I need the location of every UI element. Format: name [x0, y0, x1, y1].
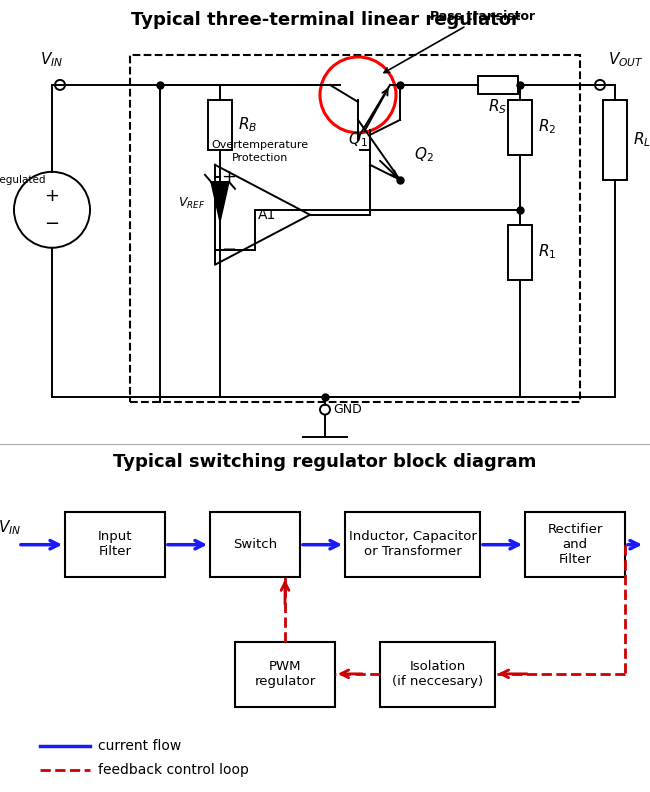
Text: A1: A1	[258, 208, 277, 222]
Text: $R_S$: $R_S$	[489, 97, 508, 116]
Text: $V_{IN}$: $V_{IN}$	[40, 50, 64, 69]
Bar	[65, 512, 165, 577]
Text: Inductor, Capacitor
or Transformer: Inductor, Capacitor or Transformer	[348, 530, 476, 558]
Bar	[130, 55, 580, 402]
Text: GND: GND	[333, 403, 362, 416]
Polygon shape	[211, 182, 229, 222]
Text: $R_B$: $R_B$	[238, 116, 257, 134]
Text: unregulated: unregulated	[0, 175, 46, 185]
Bar	[380, 642, 495, 707]
Text: Typical three-terminal linear regulator: Typical three-terminal linear regulator	[131, 11, 519, 29]
Text: PWM
regulator: PWM regulator	[254, 661, 316, 688]
Text: $R_1$: $R_1$	[538, 242, 556, 261]
Bar	[210, 512, 300, 577]
Bar	[508, 100, 532, 155]
Text: $V_{IN}$: $V_{IN}$	[0, 518, 21, 537]
Text: current flow: current flow	[98, 739, 181, 753]
Text: Input
Filter: Input Filter	[98, 530, 132, 558]
Text: Rectifier
and
Filter: Rectifier and Filter	[547, 523, 603, 565]
Text: $Q_2$: $Q_2$	[414, 146, 434, 164]
Text: $R_2$: $R_2$	[538, 117, 556, 136]
Bar	[235, 642, 335, 707]
Bar	[508, 225, 532, 280]
Text: Overtemperature: Overtemperature	[211, 140, 309, 150]
Text: $V_{OUT}$: $V_{OUT}$	[648, 518, 650, 537]
Text: +: +	[222, 168, 237, 186]
Text: −: −	[44, 215, 60, 233]
Text: Switch: Switch	[233, 538, 277, 550]
Text: −: −	[222, 241, 237, 259]
Text: Isolation
(if neccesary): Isolation (if neccesary)	[392, 661, 483, 688]
Text: $V_{OUT}$: $V_{OUT}$	[608, 50, 644, 69]
Bar	[603, 100, 627, 180]
Text: $Q_1$: $Q_1$	[348, 131, 368, 149]
Text: Protection: Protection	[232, 153, 288, 163]
Bar	[525, 512, 625, 577]
Text: $V_{REF}$: $V_{REF}$	[178, 196, 205, 211]
Text: $R_L$: $R_L$	[633, 131, 650, 149]
Text: +: +	[44, 187, 60, 205]
Bar	[208, 100, 232, 150]
Bar	[478, 76, 518, 94]
Text: feedback control loop: feedback control loop	[98, 763, 249, 777]
Text: Typical switching regulator block diagram: Typical switching regulator block diagra…	[113, 452, 537, 470]
Bar	[345, 512, 480, 577]
Text: Pass transistor: Pass transistor	[384, 10, 535, 73]
